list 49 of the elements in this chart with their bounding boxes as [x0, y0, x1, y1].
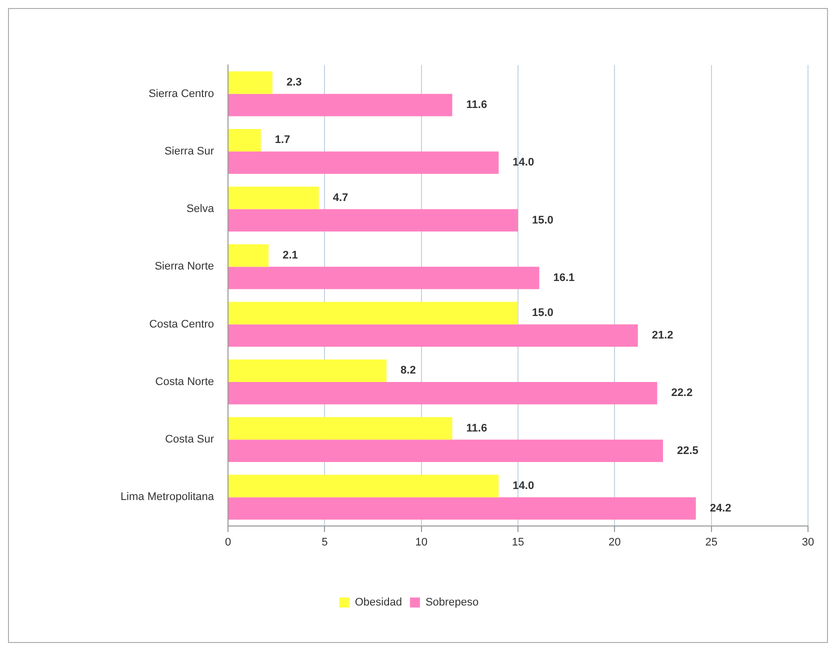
data-label: 14.0: [512, 480, 534, 492]
bar: [228, 324, 638, 347]
bar: [228, 186, 319, 210]
data-label: 11.6: [466, 99, 488, 112]
bar: [228, 497, 696, 520]
x-tick-label: 25: [705, 536, 718, 549]
x-tick-label: 0: [224, 536, 232, 549]
y-tick-label: Costa Sur: [165, 434, 214, 446]
bar: [228, 474, 499, 498]
data-label: 16.1: [553, 272, 575, 284]
bar: [228, 302, 518, 324]
data-label: 15.0: [532, 214, 554, 226]
y-tick-label: Sierra Norte: [154, 260, 214, 273]
data-label: 11.6: [466, 422, 488, 434]
data-label: 2.1: [282, 249, 298, 262]
x-tick-label: 10: [415, 536, 428, 549]
x-tick-label: 5: [322, 536, 328, 549]
data-label: 1.7: [274, 134, 290, 146]
x-tick-label: 15: [512, 536, 524, 549]
bar: [228, 440, 663, 462]
data-label: 21.2: [652, 330, 674, 342]
bar: [228, 266, 540, 290]
x-tick-label: 30: [802, 536, 814, 549]
legend-label: Obesidad: [354, 596, 402, 609]
data-label: 8.2: [400, 364, 416, 377]
bar: [228, 359, 387, 382]
y-tick-label: Costa Centro: [149, 318, 214, 330]
bar: [228, 417, 452, 440]
data-label: 22.2: [671, 387, 693, 400]
bar: [228, 382, 658, 404]
y-tick-label: Costa Norte: [155, 376, 214, 388]
y-tick-label: Lima Metropolitana: [120, 491, 215, 504]
bar: [228, 244, 269, 267]
bar: [228, 94, 452, 116]
data-label: 2.3: [286, 76, 302, 89]
bar: [228, 209, 518, 232]
y-tick-label: Selva: [186, 203, 215, 216]
data-label: 15.0: [532, 307, 554, 320]
data-label: 14.0: [512, 156, 534, 169]
bar: [228, 151, 499, 174]
bar: [228, 71, 272, 94]
y-tick-label: Sierra Centro: [148, 88, 214, 100]
data-label: 24.2: [710, 502, 732, 514]
data-label: 22.5: [677, 444, 698, 457]
y-tick-label: Sierra Sur: [164, 145, 214, 158]
bar: [228, 128, 261, 152]
legend-label: Sobrepeso: [425, 596, 479, 609]
data-label: 4.7: [332, 192, 348, 204]
x-tick-label: 20: [608, 536, 621, 549]
